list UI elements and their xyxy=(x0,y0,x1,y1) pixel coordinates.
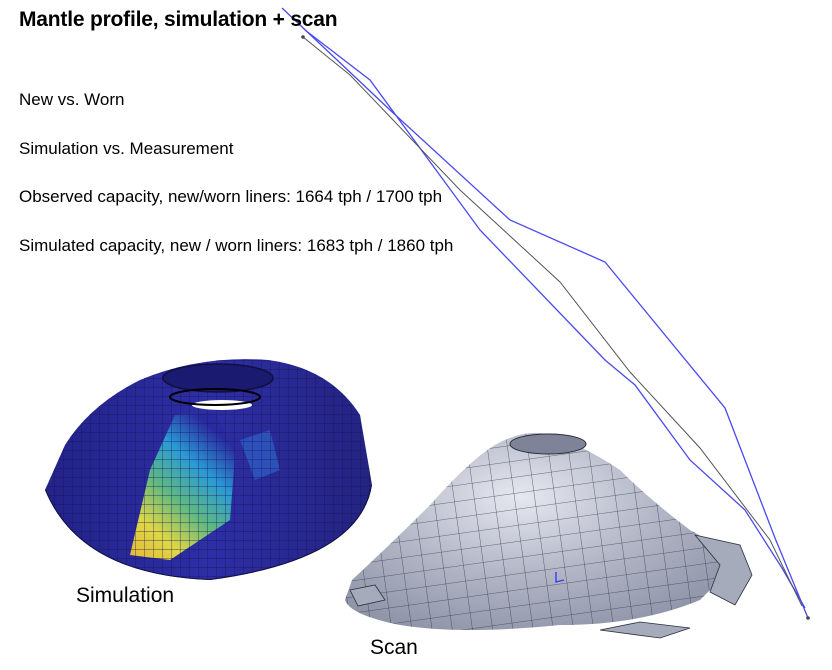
profile-end-marker xyxy=(806,616,810,620)
measured-profile-line xyxy=(302,36,803,607)
profile-start-marker xyxy=(301,35,305,39)
simulation-caption: Simulation xyxy=(76,584,175,607)
slide-title: Mantle profile, simulation + scan xyxy=(19,8,338,31)
info-line-simulated-capacity: Simulated capacity, new / worn liners: 1… xyxy=(19,236,454,255)
scan-caption: Scan xyxy=(370,636,418,659)
info-line-observed-capacity: Observed capacity, new/worn liners: 1664… xyxy=(19,187,443,206)
worn-profile-line xyxy=(304,29,806,609)
simulated-profile-line xyxy=(281,7,809,619)
info-line-new-vs-worn: New vs. Worn xyxy=(19,90,125,109)
info-line-sim-vs-meas: Simulation vs. Measurement xyxy=(19,139,234,158)
